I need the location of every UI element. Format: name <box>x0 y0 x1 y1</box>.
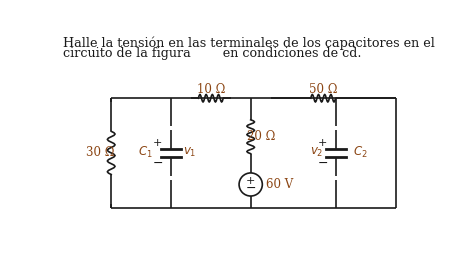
Text: +: + <box>246 176 256 186</box>
Text: 60 V: 60 V <box>266 178 293 191</box>
Text: −: − <box>317 157 328 170</box>
Text: −: − <box>245 182 256 195</box>
Text: $C_2$: $C_2$ <box>0 253 1 254</box>
Text: 50 Ω: 50 Ω <box>309 83 337 96</box>
Text: $v_2$: $v_2$ <box>310 146 323 160</box>
Text: −: − <box>0 253 1 254</box>
Text: +: + <box>153 138 162 148</box>
Text: Halle la tensión en las terminales de los capacitores en el: Halle la tensión en las terminales de lo… <box>63 37 435 50</box>
Text: $v_1$: $v_1$ <box>183 146 197 160</box>
Text: circuito de la figura        en condiciones de cd.: circuito de la figura en condiciones de … <box>63 47 362 60</box>
Text: +: + <box>318 138 328 148</box>
Text: $C_1$: $C_1$ <box>138 145 153 161</box>
Text: −: − <box>153 157 163 170</box>
Text: 10 Ω: 10 Ω <box>197 83 225 96</box>
Text: +: + <box>0 253 1 254</box>
Text: 30 Ω: 30 Ω <box>86 146 115 160</box>
Text: $C_2$: $C_2$ <box>353 145 367 161</box>
Circle shape <box>239 173 263 196</box>
Text: $v_2$: $v_2$ <box>0 253 1 254</box>
Text: 20 Ω: 20 Ω <box>248 130 276 143</box>
